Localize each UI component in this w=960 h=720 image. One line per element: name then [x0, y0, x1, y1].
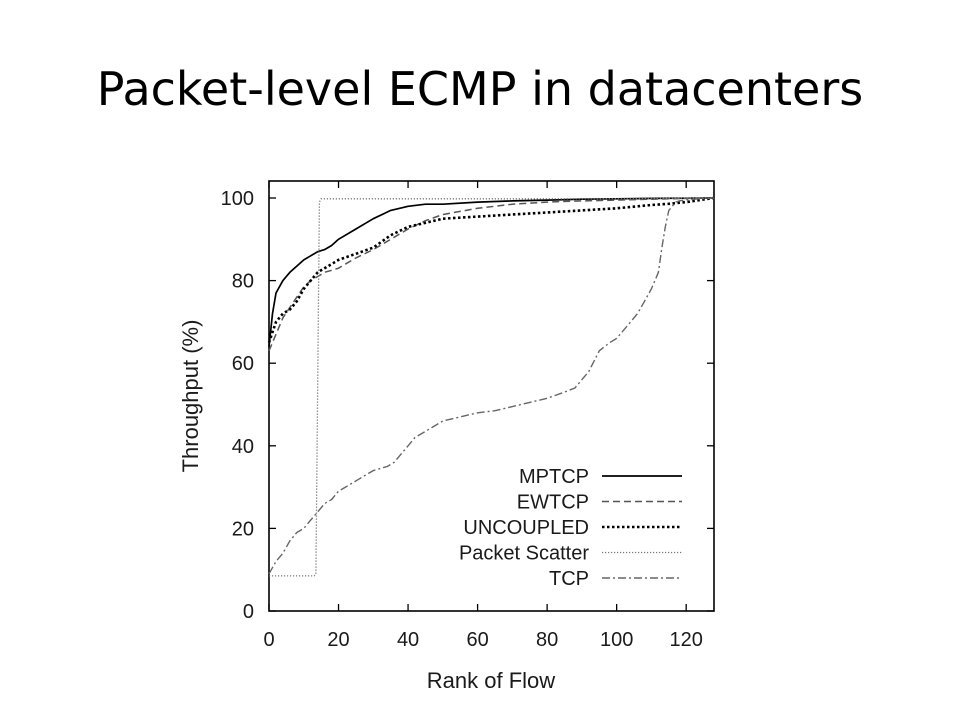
- series-line-packet-scatter: [269, 197, 715, 577]
- x-tick-label: 100: [600, 629, 633, 651]
- series-lines: [267, 196, 715, 577]
- chart-legend: MPTCP EWTCP UNCOUPLED Packet Scatter TCP: [459, 466, 682, 590]
- legend-label: MPTCP: [519, 466, 589, 488]
- x-tick-label: 20: [327, 629, 349, 651]
- plot-frame: [268, 180, 715, 612]
- legend-label: Packet Scatter: [459, 543, 589, 565]
- slide-title: Packet-level ECMP in datacenters: [96, 62, 864, 116]
- y-tick-label: 100: [221, 188, 254, 210]
- y-tick-label: 40: [232, 436, 254, 458]
- legend-label: TCP: [549, 568, 589, 590]
- x-tick-label: 60: [466, 629, 488, 651]
- y-tick-label: 80: [232, 271, 254, 293]
- series-line-ewtcp: [268, 197, 715, 352]
- series-line-mptcp: [268, 197, 715, 347]
- x-tick-label: 120: [670, 629, 703, 651]
- axis-ticks: 0 20 40 60 80 100 120 0 20 40 60 80 100: [221, 181, 714, 651]
- y-tick-label: 60: [232, 353, 254, 375]
- x-tick-label: 0: [263, 629, 274, 651]
- y-tick-label: 20: [232, 518, 254, 540]
- legend-label: EWTCP: [517, 492, 589, 514]
- y-tick-label: 0: [243, 601, 254, 623]
- legend-label: UNCOUPLED: [463, 517, 589, 539]
- series-line-tcp: [268, 197, 715, 575]
- y-axis-label: Throughput (%): [178, 320, 203, 473]
- x-tick-label: 80: [536, 629, 558, 651]
- series-line-uncoupled: [267, 196, 715, 344]
- x-tick-label: 40: [397, 629, 419, 651]
- x-axis-label: Rank of Flow: [427, 668, 555, 693]
